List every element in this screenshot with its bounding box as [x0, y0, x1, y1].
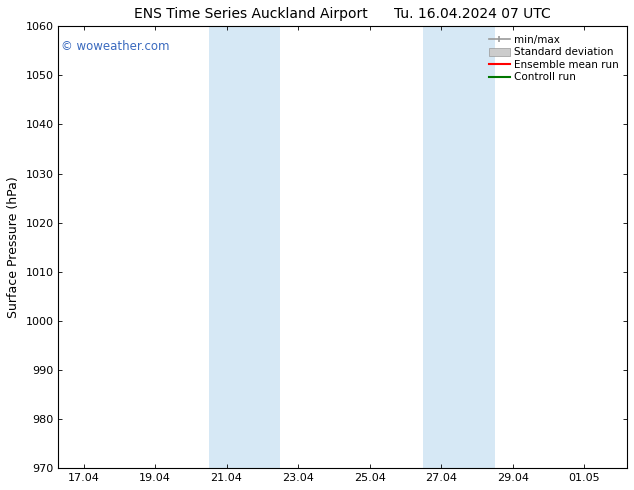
Bar [424, 26, 495, 468]
Text: © woweather.com: © woweather.com [61, 40, 170, 52]
Title: ENS Time Series Auckland Airport      Tu. 16.04.2024 07 UTC: ENS Time Series Auckland Airport Tu. 16.… [134, 7, 551, 21]
Bar [209, 26, 280, 468]
Y-axis label: Surface Pressure (hPa): Surface Pressure (hPa) [7, 176, 20, 318]
Legend: min/max, Standard deviation, Ensemble mean run, Controll run: min/max, Standard deviation, Ensemble me… [486, 31, 622, 86]
